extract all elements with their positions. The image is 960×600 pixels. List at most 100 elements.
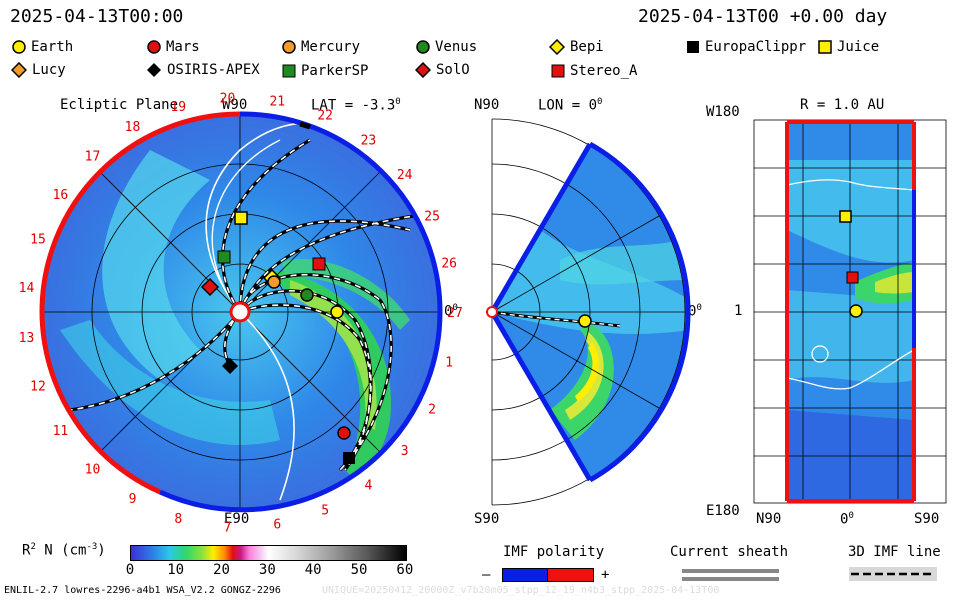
carrington-label: 1 xyxy=(445,356,453,371)
imf-plus: + xyxy=(601,567,610,583)
stereo-marker-icon xyxy=(551,64,565,78)
footer-right: UNIQUE=20250412_20000Z_v7b20m05_stpp_12_… xyxy=(322,585,720,596)
venus-marker-icon xyxy=(416,40,430,54)
legend-earth: Earth xyxy=(12,39,73,55)
legend-bepi: Bepi xyxy=(549,39,604,55)
colorbar-tick-label: 60 xyxy=(396,562,414,578)
europaclipper-marker-icon xyxy=(687,41,699,53)
imf-positive-swatch xyxy=(547,568,594,582)
mars-marker-icon xyxy=(147,40,161,54)
meridional-lon: LON = 00 xyxy=(538,97,603,114)
legend-osiris: OSIRIS-APEX xyxy=(146,62,260,78)
earth-marker xyxy=(330,305,344,319)
carrington-label: 13 xyxy=(19,331,35,346)
legend-parkersp: ParkerSP xyxy=(282,63,368,79)
carrington-label: 16 xyxy=(53,188,69,203)
sheath-line-2 xyxy=(682,577,779,581)
carrington-label: 5 xyxy=(321,503,329,518)
header-right-time: 2025-04-13T00 +0.00 day xyxy=(638,6,888,27)
ecliptic-w90: W90 xyxy=(222,97,248,113)
lucy-marker-icon xyxy=(11,62,27,78)
meridional-s90: S90 xyxy=(474,511,500,527)
header-left-time: 2025-04-13T00:00 xyxy=(10,6,184,27)
imf-title: IMF polarity xyxy=(503,544,605,560)
colorbar-tick-label: 50 xyxy=(350,562,368,578)
parkersp-marker xyxy=(217,250,231,264)
bepi-marker-icon xyxy=(549,39,565,55)
legend-mercury: Mercury xyxy=(282,39,360,55)
sheath-line-1 xyxy=(682,569,779,573)
carrington-label: 23 xyxy=(361,134,377,149)
colorbar xyxy=(130,545,407,561)
footer-left: ENLIL-2.7 lowres-2296-a4b1 WSA_V2.2 GONG… xyxy=(4,585,281,596)
imfline-sample xyxy=(849,567,937,581)
colorbar-tick-label: 40 xyxy=(304,562,322,578)
carrington-label: 25 xyxy=(424,210,440,225)
carrington-label: 21 xyxy=(269,94,285,109)
solo-marker xyxy=(200,277,220,297)
carrington-label: 12 xyxy=(30,380,46,395)
carrington-label: 17 xyxy=(85,150,101,165)
carrington-label: 3 xyxy=(401,444,409,459)
carrington-label: 15 xyxy=(30,233,46,248)
carrington-label: 19 xyxy=(170,100,186,115)
colorbar-label: R2 N (cm-3) xyxy=(22,542,106,559)
legend-juice-label: Juice xyxy=(837,39,880,55)
meridional-n90: N90 xyxy=(474,97,500,113)
carrington-label: 4 xyxy=(364,479,372,494)
legend-lucy: Lucy xyxy=(11,62,66,78)
radial-s90: S90 xyxy=(914,511,940,527)
ecliptic-e90: E90 xyxy=(224,511,250,527)
osiris-marker xyxy=(222,358,238,374)
legend-stereo-label: Stereo_A xyxy=(570,63,638,79)
legend-mars-label: Mars xyxy=(166,39,200,55)
legend-osiris-label: OSIRIS-APEX xyxy=(167,62,260,78)
legend-lucy-label: Lucy xyxy=(32,62,66,78)
colorbar-tick-label: 0 xyxy=(125,562,135,578)
ecliptic-zero: 00 xyxy=(444,303,458,320)
radial-zero: 00 xyxy=(840,511,854,528)
legend-venus-label: Venus xyxy=(435,39,478,55)
radial-juice-marker xyxy=(839,210,852,223)
radial-stereo-marker xyxy=(846,271,859,284)
legend-parkersp-label: ParkerSP xyxy=(301,63,369,79)
sheath-title: Current sheath xyxy=(670,544,789,560)
carrington-label: 10 xyxy=(85,462,101,477)
imf-negative-swatch xyxy=(502,568,549,582)
legend-europaclipper-label: EuropaClippr xyxy=(705,39,807,55)
carrington-label: 14 xyxy=(19,281,35,296)
legend-europaclipper: EuropaClippr xyxy=(686,39,806,55)
legend-mars: Mars xyxy=(147,39,200,55)
carrington-label: 27 xyxy=(447,306,463,321)
carrington-label: 22 xyxy=(317,109,333,124)
radial-n90: N90 xyxy=(756,511,782,527)
earth-marker-icon xyxy=(12,40,26,54)
carrington-label: 2 xyxy=(428,403,436,418)
ecliptic-title: Ecliptic Plane xyxy=(60,97,179,113)
radial-one: 1 xyxy=(734,303,743,319)
radial-title: R = 1.0 AU xyxy=(800,97,885,113)
stereo-marker xyxy=(312,257,326,271)
carrington-label: 18 xyxy=(125,120,141,135)
europaclipper-marker xyxy=(343,452,355,464)
legend-mercury-label: Mercury xyxy=(301,39,361,55)
mercury-marker-icon xyxy=(282,40,296,54)
colorbar-tick-label: 10 xyxy=(167,562,185,578)
parkersp-marker-icon xyxy=(282,64,296,78)
legend-bepi-label: Bepi xyxy=(570,39,604,55)
venus-marker xyxy=(300,288,314,302)
mercury-marker xyxy=(267,275,281,289)
radial-w180: W180 xyxy=(706,104,740,120)
legend-stereo: Stereo_A xyxy=(551,63,637,79)
juice-marker xyxy=(234,211,248,225)
carrington-label: 6 xyxy=(273,518,281,533)
carrington-label: 9 xyxy=(129,492,137,507)
legend-juice: Juice xyxy=(818,39,879,55)
imfline-title: 3D IMF line xyxy=(848,544,941,560)
radial-earth-marker xyxy=(849,304,863,318)
osiris-marker-icon xyxy=(147,63,161,77)
carrington-label: 24 xyxy=(397,168,413,183)
